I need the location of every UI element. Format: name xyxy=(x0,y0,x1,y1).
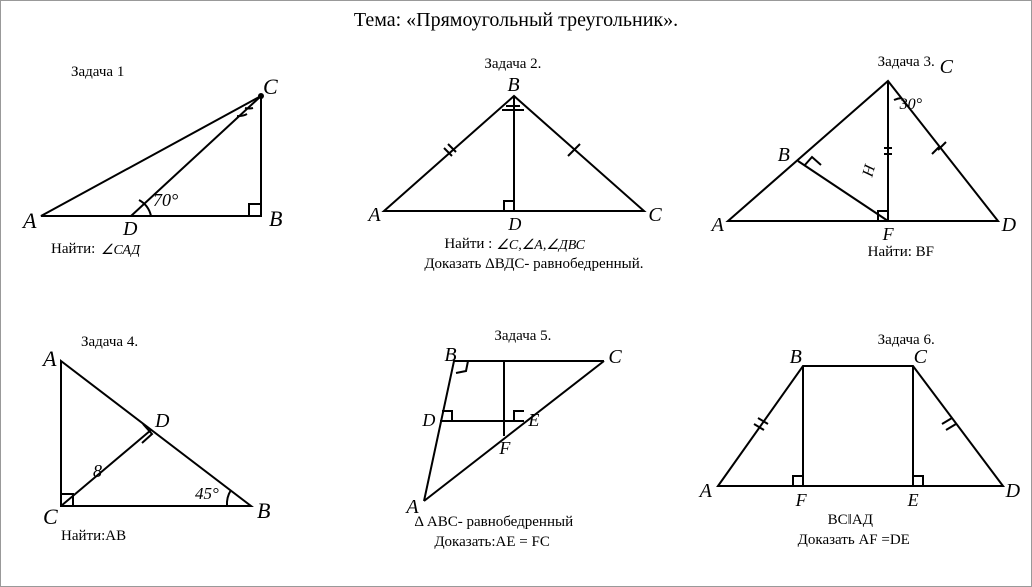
p2-prove: Доказать ΔВДС- равнобедренный. xyxy=(424,256,643,273)
p1-find-t: ∠САД xyxy=(101,242,140,259)
problem-1: Задача 1 C A B D 70° Найти: ∠САД xyxy=(1,36,344,306)
page-title: Тема: «Прямоугольный треугольник». xyxy=(1,1,1031,36)
p4-angle: 45° xyxy=(195,484,219,504)
p5-C: C xyxy=(608,346,621,369)
problem-5: Задача 5. B C A D E F Δ АВС- равнобедрен… xyxy=(344,306,687,576)
p1-angle: 70° xyxy=(153,190,178,211)
p4-C: C xyxy=(43,504,58,530)
p4-side: 8 xyxy=(93,461,102,482)
p2-D: D xyxy=(508,214,521,235)
p4-find: Найти:АВ xyxy=(61,528,126,545)
p6-C: C xyxy=(914,346,927,369)
p4-B: B xyxy=(257,498,270,524)
p6-B: B xyxy=(790,346,802,369)
p1-A: A xyxy=(23,208,36,234)
p2-C: C xyxy=(648,204,661,227)
p1-find: Найти: xyxy=(51,241,95,258)
p5-E: E xyxy=(528,410,539,431)
p3-F: F xyxy=(883,224,894,245)
problem-2: Задача 2. B A C D Найти : ∠С,∠А,∠ДВС Док… xyxy=(344,36,687,306)
p3-D: D xyxy=(1002,214,1016,237)
p5-B: B xyxy=(444,344,456,367)
p3-angle: 30° xyxy=(900,96,922,114)
p6-given: ВСǁАД xyxy=(828,512,873,529)
problem-3: Задача 3. C A D B F 30° Н Найти: BF xyxy=(688,36,1031,306)
p4-label: Задача 4. xyxy=(81,334,138,351)
p3-C: C xyxy=(940,56,953,79)
p4-A: A xyxy=(43,346,56,372)
p3-label: Задача 3. xyxy=(878,54,935,71)
p4-D: D xyxy=(155,410,169,433)
p3-find: Найти: BF xyxy=(868,244,934,261)
p6-A: A xyxy=(700,480,712,503)
problems-grid: Задача 1 C A B D 70° Найти: ∠САД xyxy=(1,36,1031,576)
p5-F: F xyxy=(499,438,510,459)
p1-label: Задача 1 xyxy=(71,64,124,81)
p1-B: B xyxy=(269,206,282,232)
p2-find-t: ∠С,∠А,∠ДВС xyxy=(496,237,585,254)
p6-E: E xyxy=(908,490,919,511)
p1-C: C xyxy=(263,74,278,100)
p5-given: Δ АВС- равнобедренный xyxy=(414,514,573,531)
p1-D: D xyxy=(123,218,137,241)
p5-label: Задача 5. xyxy=(494,328,551,345)
p5-prove: Доказать:АЕ = FC xyxy=(434,534,550,551)
p6-prove: Доказать AF =DE xyxy=(798,532,910,549)
problem-1-figure xyxy=(1,36,345,306)
worksheet-page: Тема: «Прямоугольный треугольник». За xyxy=(0,0,1032,587)
p2-B: B xyxy=(507,74,519,97)
p5-D: D xyxy=(422,410,435,431)
p3-A: A xyxy=(712,214,724,237)
p3-B: B xyxy=(778,144,790,167)
problem-4: Задача 4. A B C D 8 45° Найти:АВ xyxy=(1,306,344,576)
problem-6: Задача 6. B C A D F E ВСǁАД Доказать AF … xyxy=(688,306,1031,576)
p6-D: D xyxy=(1006,480,1020,503)
p2-label: Задача 2. xyxy=(484,56,541,73)
p6-F: F xyxy=(796,490,807,511)
p2-A: A xyxy=(368,204,380,227)
p2-find: Найти : xyxy=(444,236,492,253)
